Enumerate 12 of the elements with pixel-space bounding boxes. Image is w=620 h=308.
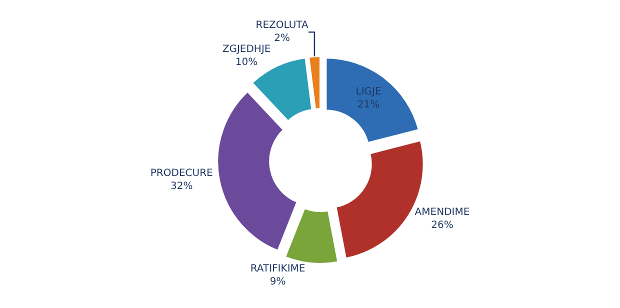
slice-label: RATIFIKIME — [250, 263, 306, 274]
data-label: 10% — [235, 57, 258, 68]
data-label: 26% — [431, 220, 454, 232]
data-label: 32% — [170, 180, 193, 192]
slice-label: AMENDIME — [414, 207, 470, 218]
data-label: 9% — [270, 276, 286, 288]
data-label: 21% — [357, 100, 380, 111]
slice-label: PRODECURE — [150, 168, 213, 179]
slice-label: LIGJE — [356, 86, 382, 98]
slice-label: ZGJEDHJE — [222, 44, 271, 56]
data-label: 2% — [274, 33, 290, 44]
slice-label: REZOLUTA — [256, 20, 308, 32]
